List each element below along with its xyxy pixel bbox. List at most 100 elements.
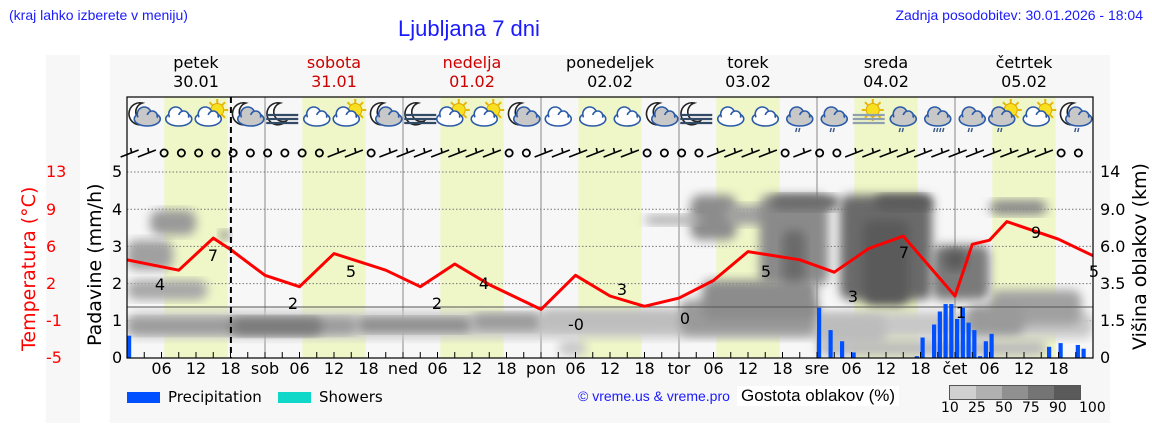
x-tick-label: 18 bbox=[496, 359, 517, 378]
day-date: 01.02 bbox=[449, 72, 495, 91]
wind-calm-icon bbox=[245, 148, 255, 158]
wind-calm-icon bbox=[297, 148, 307, 158]
y-tick-label: 3.5 bbox=[1100, 274, 1126, 293]
cloud-density-legend-label: Gostota oblakov (%) bbox=[737, 386, 900, 406]
wind-barb-icon bbox=[896, 147, 916, 158]
wind-barb-icon bbox=[965, 147, 985, 158]
wind-calm-icon bbox=[194, 148, 204, 158]
density-tick-label: 75 bbox=[1022, 400, 1040, 416]
cloud-icon bbox=[716, 106, 745, 127]
day-name: nedelja bbox=[442, 53, 502, 72]
cloud-icon bbox=[578, 106, 607, 127]
x-tick-label: 18 bbox=[358, 359, 379, 378]
x-axis-ticks bbox=[143, 352, 1077, 358]
moon-fog-icon bbox=[680, 101, 713, 126]
y-tick-label: 5 bbox=[112, 162, 123, 181]
wind-calm-icon bbox=[659, 148, 669, 158]
wind-barb-icon bbox=[568, 147, 588, 158]
wind-barb-icon bbox=[1000, 147, 1019, 158]
wind-barb-icon bbox=[137, 147, 157, 158]
day-name: četrtek bbox=[995, 53, 1053, 72]
cloud-icon bbox=[613, 106, 642, 127]
x-tick-label: 18 bbox=[772, 359, 793, 378]
wind-calm-icon bbox=[211, 148, 221, 158]
wind-barb-icon bbox=[982, 147, 1002, 158]
svg-text:1: 1 bbox=[956, 303, 966, 322]
y-tick-label: -1 bbox=[46, 311, 62, 330]
wind-barb-icon bbox=[1017, 147, 1036, 158]
density-tick-label: 25 bbox=[968, 400, 986, 416]
temperature-value-labels: 4 7 2 5 2 4 -0 3 0 5 3 7 1 9 5 bbox=[155, 223, 1099, 334]
x-tick-label: 06 bbox=[703, 359, 724, 378]
x-tick-label: tor bbox=[667, 359, 691, 378]
wind-barb-icon bbox=[534, 147, 553, 158]
wind-barb-icon bbox=[551, 147, 571, 158]
svg-text:4: 4 bbox=[479, 274, 489, 293]
svg-text:5: 5 bbox=[761, 262, 771, 281]
x-tick-label: 18 bbox=[1048, 359, 1069, 378]
wind-barb-icon bbox=[379, 147, 398, 158]
cloud-rain-icon bbox=[820, 106, 849, 133]
wind-barb-icon bbox=[396, 147, 415, 158]
svg-text:2: 2 bbox=[288, 294, 298, 313]
y-tick-label: 9 bbox=[46, 200, 57, 219]
precipitation-bars bbox=[127, 304, 1086, 358]
wind-barb-icon bbox=[913, 147, 933, 158]
x-tick-label: 06 bbox=[841, 359, 862, 378]
wind-calm-icon bbox=[832, 148, 842, 158]
density-tick-label: 100 bbox=[1079, 400, 1106, 416]
plot-frame bbox=[126, 96, 1094, 359]
x-tick-label: 18 bbox=[634, 359, 655, 378]
x-tick-label: ned bbox=[387, 359, 419, 378]
wind-barb-icon bbox=[844, 147, 864, 158]
cloud-rain-icon bbox=[889, 106, 918, 133]
wind-calm-icon bbox=[228, 148, 238, 158]
moon-fog-icon bbox=[404, 101, 437, 126]
day-label-3: ponedeljek 02.02 bbox=[550, 53, 670, 91]
wind-barb-icon bbox=[482, 147, 502, 158]
wind-barb-icon bbox=[586, 147, 605, 158]
cloud-icon bbox=[544, 106, 573, 127]
page-title: Ljubljana 7 dni bbox=[398, 16, 540, 41]
cloud-density-scale bbox=[949, 385, 1081, 400]
x-tick-label: 12 bbox=[737, 359, 759, 378]
wind-calm-icon bbox=[366, 148, 376, 158]
y-tick-label: 2 bbox=[112, 274, 123, 293]
wind-calm-icon bbox=[159, 148, 169, 158]
wind-calm-icon bbox=[314, 148, 324, 158]
location-hint[interactable]: (kraj lahko izberete v meniju) bbox=[9, 7, 188, 23]
y-tick-label: 14 bbox=[1100, 162, 1121, 181]
wind-barb-icon bbox=[706, 147, 726, 158]
moon-cloud-icon bbox=[128, 101, 162, 127]
x-tick-label: 06 bbox=[289, 359, 310, 378]
sun-fog-icon bbox=[852, 99, 885, 125]
x-tick-label: 06 bbox=[151, 359, 172, 378]
wind-barb-icon bbox=[327, 147, 346, 158]
svg-text:0: 0 bbox=[680, 309, 690, 328]
wind-calm-icon bbox=[1056, 148, 1066, 158]
y-tick-label: 1.5 bbox=[1100, 311, 1126, 330]
wind-calm-icon bbox=[1073, 148, 1083, 158]
wind-barb-icon bbox=[620, 147, 640, 158]
sun-cloud-rain-icon bbox=[987, 99, 1022, 133]
copyright-link[interactable]: © vreme.us & vreme.pro bbox=[578, 388, 730, 404]
wind-calm-icon bbox=[504, 148, 514, 158]
sun-cloud-icon bbox=[435, 99, 470, 127]
wind-barb-icon bbox=[465, 147, 484, 158]
wind-barb-icon bbox=[741, 147, 760, 158]
cloud-icon bbox=[302, 106, 331, 127]
sun-cloud-icon bbox=[470, 99, 505, 127]
day-date: 03.02 bbox=[725, 72, 771, 91]
moon-cloud-icon bbox=[507, 101, 541, 127]
density-swatch-10 bbox=[950, 386, 976, 399]
svg-text:2: 2 bbox=[432, 294, 442, 313]
x-tick-label: 18 bbox=[220, 359, 241, 378]
x-tick-label: 06 bbox=[565, 359, 586, 378]
y-tick-label: 9.0 bbox=[1100, 200, 1126, 219]
x-tick-label: 12 bbox=[1013, 359, 1035, 378]
x-tick-label: pon bbox=[525, 359, 557, 378]
y-tick-label: 1 bbox=[112, 311, 123, 330]
wind-barb-icon bbox=[862, 147, 881, 158]
wind-barb-icon bbox=[430, 147, 450, 158]
wind-barb-icon bbox=[793, 147, 812, 158]
